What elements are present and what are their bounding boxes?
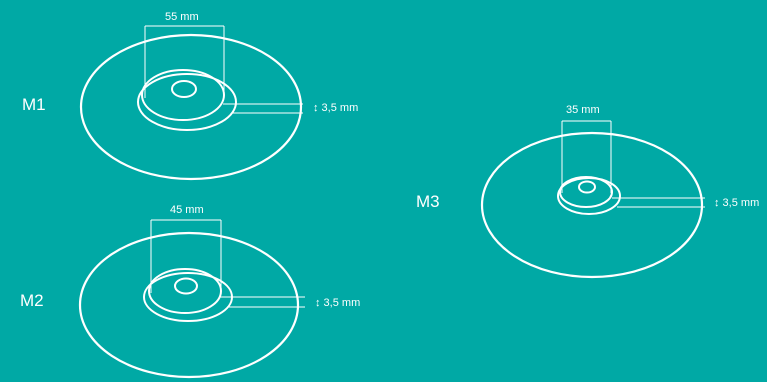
thickness-label-m2: ↕ 3,5 mm	[315, 297, 360, 309]
model-label-m3: M3	[416, 192, 440, 211]
model-m1: M1 55 mm ↕ 3,5 mm	[22, 11, 358, 181]
pad-top-outline-m2	[148, 268, 222, 314]
diameter-label-m1: 55 mm	[165, 11, 199, 23]
thickness-label-m1: ↕ 3,5 mm	[313, 102, 358, 114]
diameter-label-m3: 35 mm	[566, 104, 600, 116]
pad-top-outline-m1	[141, 69, 225, 121]
model-m3: M3 35 mm ↕ 3,5 mm	[416, 104, 759, 279]
outer-disc-outline-m1	[79, 33, 303, 181]
center-hole-m3	[578, 180, 596, 194]
pad-top-outline-m3	[559, 176, 613, 208]
model-label-m2: M2	[20, 291, 44, 310]
center-hole-m1	[171, 80, 197, 98]
thickness-label-m3: ↕ 3,5 mm	[714, 197, 759, 209]
model-m2: M2 45 mm ↕ 3,5 mm	[20, 204, 360, 379]
model-label-m1: M1	[22, 95, 46, 114]
diameter-label-m2: 45 mm	[170, 204, 204, 216]
outer-disc-outline-m3	[480, 131, 704, 279]
pad-base-outline-m1	[137, 73, 237, 131]
center-hole-m2	[174, 277, 198, 295]
outer-disc-outline-m2	[78, 231, 300, 379]
